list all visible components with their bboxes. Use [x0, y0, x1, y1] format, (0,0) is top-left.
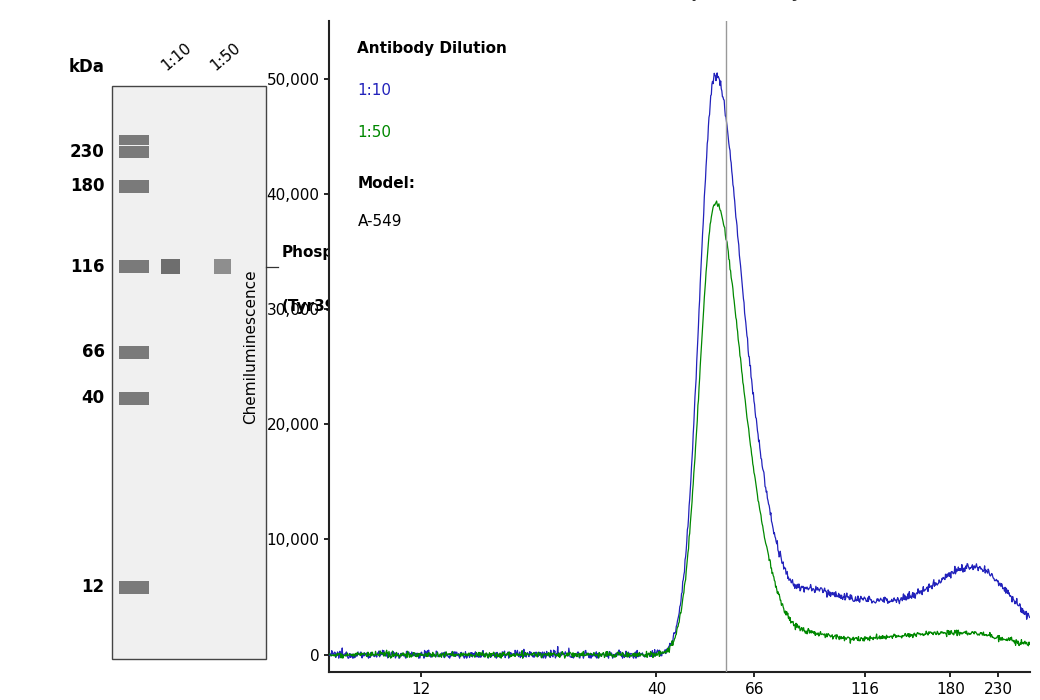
Text: Phospho-FAK (Tyr397): Phospho-FAK (Tyr397) [646, 0, 853, 1]
Bar [161, 260, 180, 274]
Text: 1:10: 1:10 [358, 83, 391, 98]
Y-axis label: Chemiluminescence: Chemiluminescence [243, 270, 258, 424]
Text: Model:: Model: [358, 176, 415, 191]
Text: Phospho-FAK: Phospho-FAK [282, 245, 393, 260]
Text: 116: 116 [70, 258, 104, 276]
Bar [119, 581, 149, 594]
Bar [119, 134, 149, 145]
Bar [119, 180, 149, 193]
Bar [214, 260, 232, 274]
Bar [119, 146, 149, 158]
Text: 40: 40 [81, 389, 104, 407]
Text: 66: 66 [81, 344, 104, 361]
Text: 1:50: 1:50 [358, 125, 391, 140]
Bar [119, 346, 149, 358]
Text: 230: 230 [70, 143, 104, 161]
Text: (Tyr397): (Tyr397) [282, 299, 354, 314]
Text: A-549: A-549 [358, 214, 401, 229]
Text: 1:50: 1:50 [207, 40, 243, 73]
Text: 12: 12 [81, 578, 104, 596]
Text: 1:10: 1:10 [158, 40, 194, 73]
Bar [112, 86, 265, 659]
Bar [119, 260, 149, 273]
Text: 180: 180 [70, 177, 104, 195]
Bar [119, 392, 149, 405]
Text: Antibody Dilution: Antibody Dilution [358, 41, 508, 55]
Text: kDa: kDa [69, 58, 104, 76]
